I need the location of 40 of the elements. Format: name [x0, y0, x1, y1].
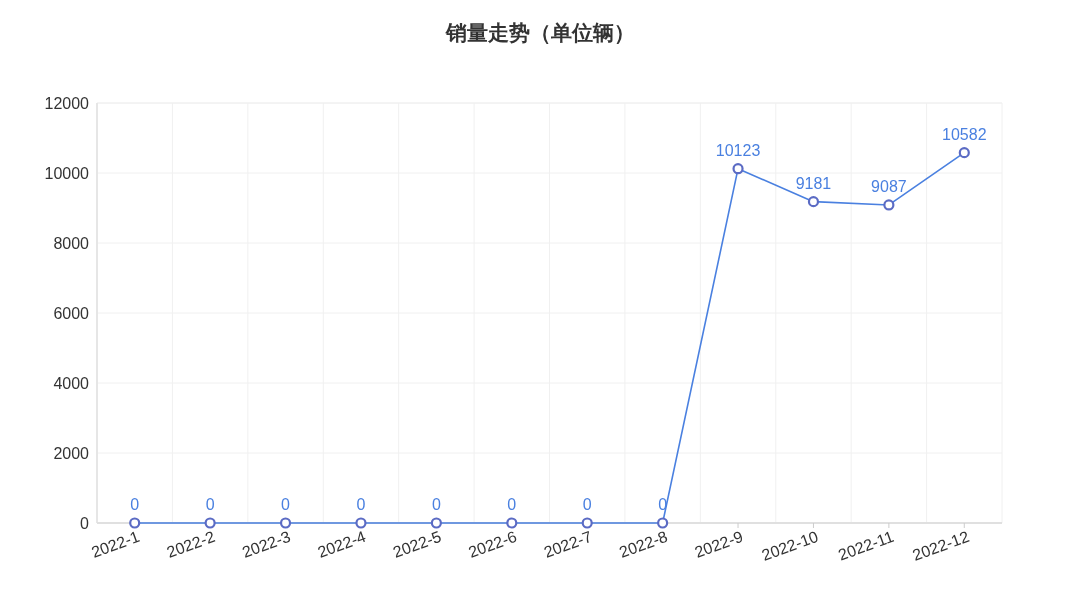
x-tick-label: 2022-2: [164, 527, 218, 561]
x-tick-label: 2022-9: [692, 527, 746, 561]
point: [807, 196, 820, 208]
y-tick-label: 6000: [53, 305, 90, 322]
point: [958, 147, 970, 159]
point: [506, 517, 518, 529]
x-tick-label: 2022-4: [315, 527, 369, 561]
x-tick-label: 2022-7: [541, 527, 595, 561]
x-tick-label: 2022-8: [617, 527, 670, 561]
point: [883, 199, 895, 211]
data-label: 9181: [795, 174, 832, 192]
point: [279, 517, 292, 529]
data-label: 9087: [871, 177, 907, 195]
data-label: 0: [205, 496, 215, 513]
data-label: 0: [130, 496, 140, 513]
y-tick-label: 12000: [44, 95, 90, 112]
y-tick-label: 4000: [53, 375, 90, 392]
data-label: 0: [356, 496, 366, 513]
data-label: 10582: [942, 125, 987, 143]
y-tick-label: 2000: [53, 445, 90, 462]
data-label: 0: [507, 496, 517, 513]
point: [129, 517, 141, 529]
point: [355, 517, 367, 529]
point: [732, 163, 744, 175]
point: [657, 517, 669, 529]
x-tick-label: 2022-3: [239, 527, 293, 561]
y-tick-label: 8000: [53, 235, 90, 252]
x-tick-label: 2022-6: [466, 527, 519, 561]
point: [430, 517, 442, 529]
point: [581, 517, 593, 529]
x-tick-label: 2022-1: [89, 527, 142, 561]
x-tick-label: 2022-5: [390, 527, 444, 561]
point: [204, 517, 216, 529]
chart-title: 销量走势（单位辆）: [444, 21, 635, 44]
data-label: 0: [431, 496, 441, 513]
data-label: 0: [582, 496, 592, 513]
y-tick-label: 10000: [44, 165, 90, 182]
y-tick-label: 0: [80, 515, 90, 532]
data-label: 0: [281, 496, 291, 513]
data-label: 10123: [715, 141, 761, 159]
